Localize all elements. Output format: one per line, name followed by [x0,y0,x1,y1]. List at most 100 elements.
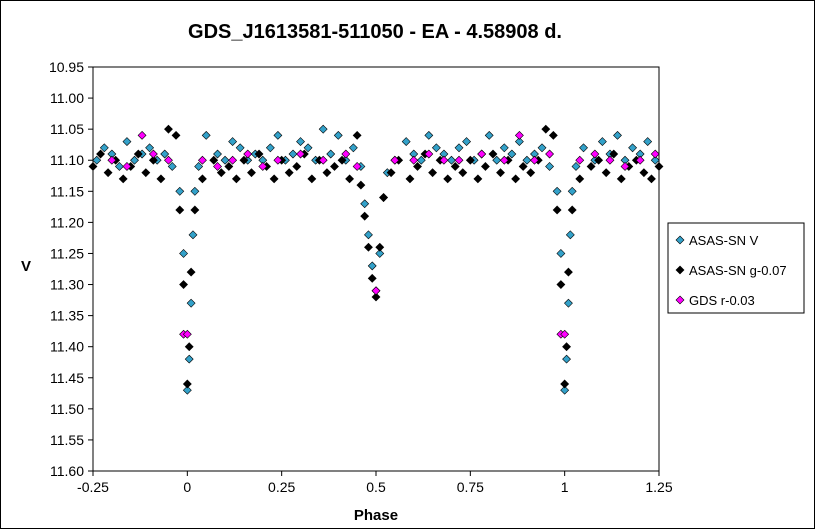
data-point [137,130,147,140]
x-tick-label: 1.25 [645,479,672,495]
data-point [492,155,502,165]
data-point [367,261,377,271]
data-point [556,249,566,258]
data-point [220,155,230,165]
data-point [273,155,283,165]
data-point [488,149,498,159]
data-point [511,174,521,184]
data-points [88,124,664,395]
data-point [292,162,302,171]
data-point [145,143,155,153]
data-point [450,162,460,171]
y-tick-label: 11.55 [50,432,84,448]
data-point [254,149,264,159]
y-tick-label: 11.05 [50,121,84,137]
data-point [526,168,536,178]
data-point [198,174,207,184]
data-point [133,149,143,159]
y-tick-label: 11.40 [50,339,84,355]
x-tick-label: 0 [183,479,191,495]
data-point [594,155,604,165]
y-tick-label: 11.10 [50,152,84,168]
data-point [213,149,222,159]
y-tick-label: 11.15 [50,183,84,199]
data-point [296,137,305,147]
data-point [322,168,332,178]
data-point [360,199,370,209]
data-point [507,149,517,159]
data-point [188,230,198,240]
data-point [164,155,173,165]
data-point [265,143,275,153]
data-point [379,193,388,202]
data-point [96,149,105,159]
data-point [413,162,422,171]
chart-title: GDS_J1613581-511050 - EA - 4.58908 d. [188,21,562,43]
data-point [160,149,170,159]
data-point [175,205,185,215]
data-point [409,155,419,165]
data-point [184,354,194,364]
data-point [179,249,188,258]
y-tick-label: 11.25 [50,245,84,261]
series-1 [88,124,664,389]
data-point [239,155,249,165]
data-point [537,143,547,153]
data-point [424,149,434,159]
data-point [198,155,207,165]
data-point [465,155,475,165]
y-axis: 10.95 11.00 11.05 11.10 11.15 11.20 11.25 11.30… [49,59,93,479]
data-point [182,379,192,389]
data-point [601,168,611,178]
data-point [333,130,343,140]
data-point [654,162,664,171]
data-point [481,162,490,171]
data-point [401,137,411,147]
legend-label: GDS r-0.03 [689,293,755,308]
y-tick-label: 11.45 [50,370,84,386]
y-tick-label: 11.30 [50,277,84,293]
data-point [556,280,566,289]
data-point [605,155,615,165]
data-point [269,174,279,184]
data-point [341,149,351,159]
data-point [175,186,185,196]
data-point [597,137,607,147]
data-point [103,168,113,178]
data-point [579,143,588,153]
data-point [148,155,158,165]
data-point [337,155,347,165]
data-point [228,137,238,147]
data-point [371,292,381,302]
legend-marker [675,235,685,245]
data-point [216,168,226,178]
data-point [194,162,204,171]
data-point [454,155,464,165]
data-point [562,354,571,364]
data-point [122,137,132,147]
data-point [367,273,377,283]
x-tick-label: 0.5 [366,479,386,495]
data-point [186,298,196,308]
data-point [273,130,283,140]
data-point [182,329,192,339]
data-point [514,137,524,147]
data-point [613,130,622,140]
x-axis-label: Phase [354,507,398,524]
data-point [375,249,385,258]
data-point [390,155,400,165]
data-point [171,130,181,140]
data-point [575,174,585,184]
y-tick-label: 11.35 [50,308,84,324]
y-axis-label: V [21,258,31,275]
data-point [643,137,653,147]
data-point [307,174,317,184]
legend-marker [675,265,685,275]
data-point [352,130,362,140]
data-point [575,155,585,165]
data-point [371,286,381,296]
legend-box [667,222,805,314]
data-point [552,186,562,196]
data-point [545,149,554,159]
data-point [416,155,426,165]
